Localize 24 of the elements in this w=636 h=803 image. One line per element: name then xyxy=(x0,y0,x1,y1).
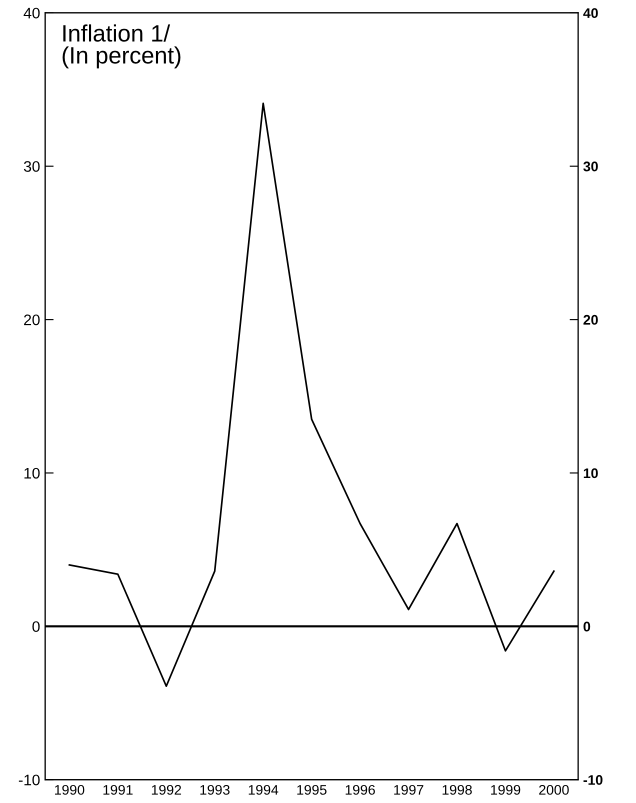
x-tick-label: 1990 xyxy=(54,784,84,795)
y-tick-label: 10 xyxy=(24,468,40,479)
x-tick-label: 1995 xyxy=(297,784,327,795)
text: Inflation 1/ (In percent) xyxy=(62,24,180,68)
y-tick-label: 40 xyxy=(24,8,40,19)
y2-tick-label: -10 xyxy=(584,775,602,785)
y2-tick-label: 20 xyxy=(583,314,598,325)
x-tick-label: 1998 xyxy=(442,784,472,795)
x-tick-label: 1997 xyxy=(394,784,424,795)
y-tick-label: 20 xyxy=(24,314,40,326)
y2-tick-label: 30 xyxy=(583,162,598,172)
y-tick-label: 30 xyxy=(24,161,40,172)
x-tick-label: 1992 xyxy=(152,784,182,795)
x-tick-label: 1994 xyxy=(248,784,278,795)
x-tick-label: 1996 xyxy=(346,784,375,795)
y2-tick-label: 10 xyxy=(584,468,598,478)
y-tick-label: -10 xyxy=(18,774,40,786)
y2-tick-label: 40 xyxy=(583,8,598,18)
x-tick-label: 2000 xyxy=(539,784,569,795)
y2-tick-label: 0 xyxy=(584,622,590,632)
x-tick-label: 1991 xyxy=(103,784,133,795)
y-tick-label: 0 xyxy=(32,621,40,632)
x-tick-label: 1999 xyxy=(491,784,520,795)
x-tick-label: 1993 xyxy=(200,784,230,795)
